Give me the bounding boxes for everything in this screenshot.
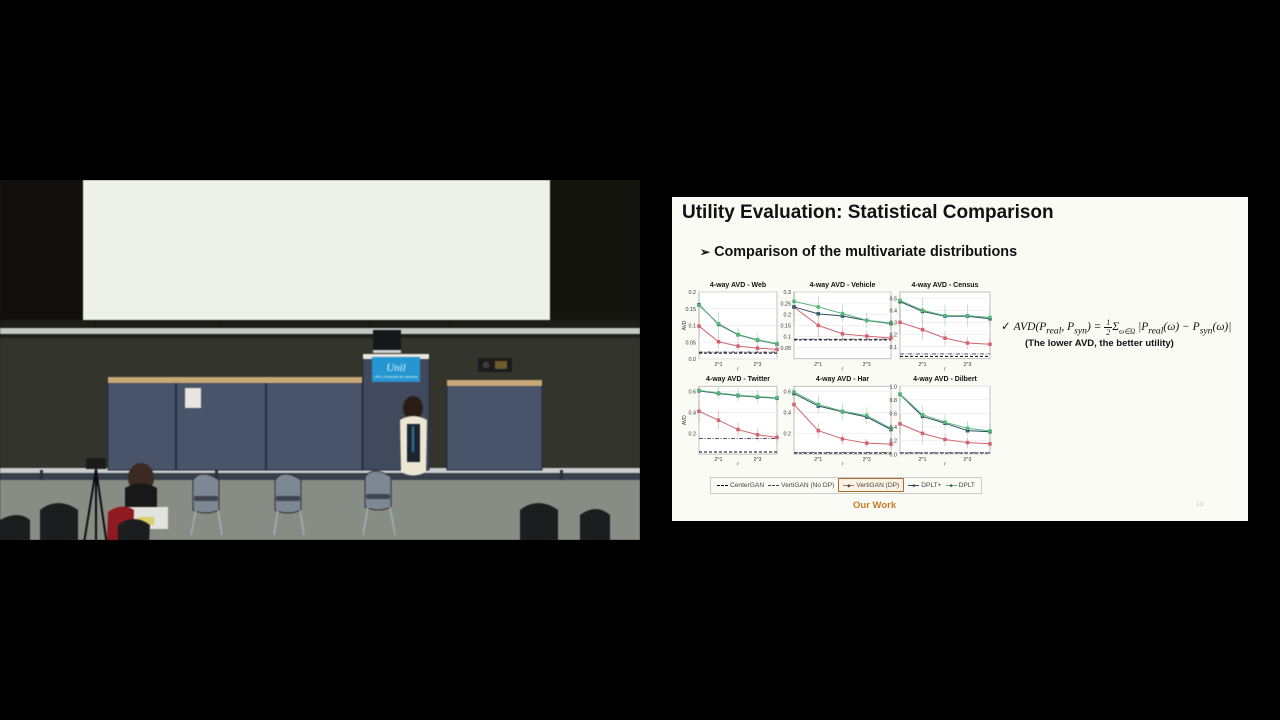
svg-text:r: r: [842, 462, 844, 468]
svg-text:4-way AVD - Har: 4-way AVD - Har: [816, 376, 870, 383]
svg-text:0.25: 0.25: [781, 301, 792, 307]
svg-text:4-way AVD - Dilbert: 4-way AVD - Dilbert: [913, 376, 977, 383]
svg-text:0.6: 0.6: [784, 390, 792, 396]
svg-text:0.2: 0.2: [784, 431, 792, 437]
svg-text:r: r: [737, 366, 739, 372]
svg-text:0.4: 0.4: [890, 425, 898, 431]
svg-text:0.5: 0.5: [890, 296, 898, 302]
svg-text:0.2: 0.2: [689, 431, 697, 437]
svg-text:Unil: Unil: [386, 362, 406, 374]
svg-text:0.2: 0.2: [784, 312, 792, 318]
svg-text:0.1: 0.1: [689, 324, 697, 330]
svg-text:0.2: 0.2: [890, 333, 898, 339]
svg-text:4-way AVD - Vehicle: 4-way AVD - Vehicle: [810, 282, 876, 289]
svg-text:0.4: 0.4: [689, 411, 697, 417]
svg-text:0.05: 0.05: [686, 340, 697, 346]
svg-text:AVD: AVD: [682, 415, 688, 425]
svg-text:2^1: 2^1: [814, 362, 822, 368]
svg-text:0.4: 0.4: [784, 411, 792, 417]
svg-text:AVD: AVD: [682, 320, 688, 330]
svg-text:2^3: 2^3: [754, 362, 762, 368]
svg-text:0.6: 0.6: [689, 390, 697, 396]
svg-text:r: r: [944, 462, 946, 468]
svg-text:0.8: 0.8: [890, 398, 898, 404]
svg-text:2^3: 2^3: [863, 457, 871, 463]
svg-text:1.0: 1.0: [890, 384, 898, 390]
svg-text:r: r: [737, 462, 739, 468]
svg-text:4-way AVD - Census: 4-way AVD - Census: [912, 282, 979, 289]
svg-text:0.1: 0.1: [784, 335, 792, 341]
svg-text:0.0: 0.0: [890, 452, 898, 458]
svg-text:r: r: [842, 366, 844, 372]
svg-text:0.15: 0.15: [781, 324, 792, 330]
svg-text:2^3: 2^3: [964, 362, 972, 368]
svg-text:2^3: 2^3: [754, 457, 762, 463]
svg-text:0.3: 0.3: [890, 321, 898, 327]
svg-text:0.4: 0.4: [890, 308, 898, 314]
svg-text:2^3: 2^3: [964, 457, 972, 463]
svg-text:4-way AVD - Twitter: 4-way AVD - Twitter: [706, 376, 770, 383]
svg-text:0.15: 0.15: [686, 307, 697, 313]
svg-text:0.05: 0.05: [781, 346, 792, 352]
svg-text:0.6: 0.6: [890, 412, 898, 418]
svg-text:r: r: [944, 366, 946, 372]
svg-text:2^1: 2^1: [715, 457, 723, 463]
svg-text:0.1: 0.1: [890, 345, 898, 351]
svg-text:0.0: 0.0: [689, 357, 697, 363]
svg-text:0.2: 0.2: [689, 290, 697, 296]
svg-text:0.3: 0.3: [784, 290, 792, 296]
svg-text:2^1: 2^1: [715, 362, 723, 368]
svg-text:2^3: 2^3: [863, 362, 871, 368]
svg-text:2^1: 2^1: [919, 362, 927, 368]
svg-text:2^1: 2^1: [814, 457, 822, 463]
svg-text:UNIL | Universite de Lausanne: UNIL | Universite de Lausanne: [374, 375, 417, 379]
svg-text:0.2: 0.2: [890, 439, 898, 445]
svg-text:4-way AVD - Web: 4-way AVD - Web: [710, 282, 766, 289]
svg-text:2^1: 2^1: [919, 457, 927, 463]
